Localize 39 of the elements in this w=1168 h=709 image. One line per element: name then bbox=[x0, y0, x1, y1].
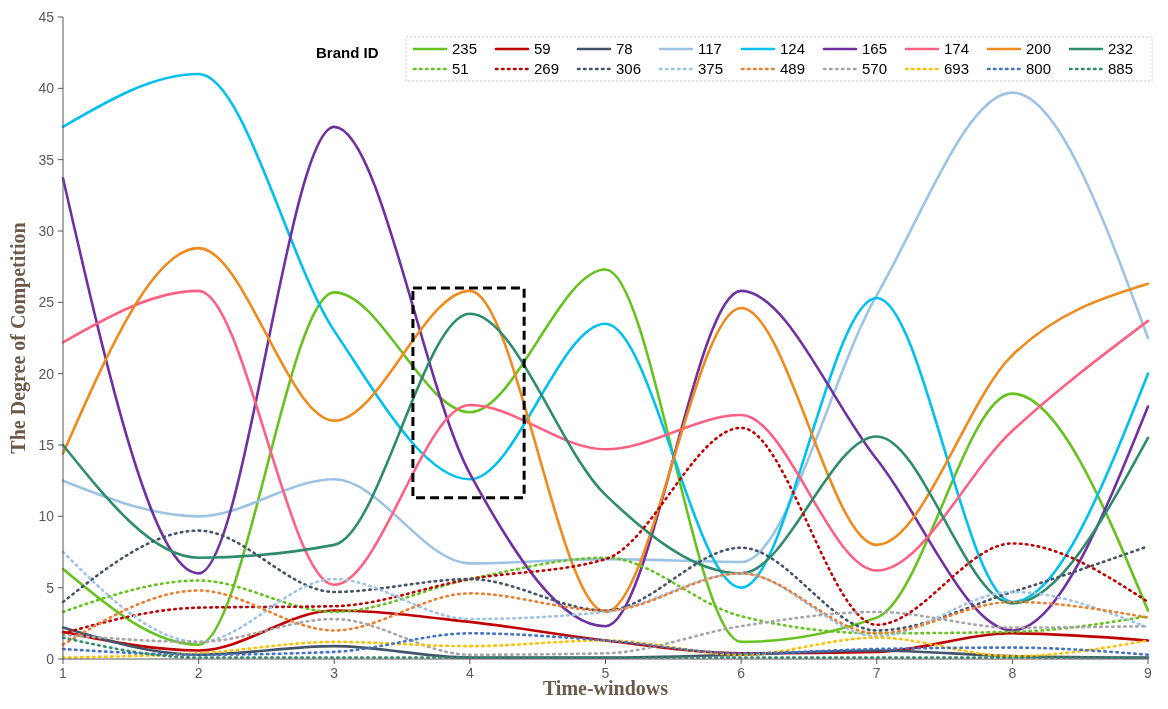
legend-label: 489 bbox=[780, 60, 806, 78]
y-tick-label: 0 bbox=[46, 650, 55, 667]
x-tick-label: 9 bbox=[1144, 665, 1153, 681]
legend-title: Brand ID bbox=[316, 44, 379, 61]
legend-label: 269 bbox=[534, 60, 560, 78]
y-axis-title: The Degree of Competition bbox=[7, 222, 30, 454]
y-tick-label: 30 bbox=[38, 222, 55, 239]
y-tick-label: 5 bbox=[46, 579, 55, 596]
legend-label: 885 bbox=[1108, 60, 1134, 78]
legend-label: 51 bbox=[452, 60, 469, 78]
y-tick-label: 35 bbox=[38, 151, 55, 168]
legend-label: 800 bbox=[1026, 60, 1052, 78]
x-tick-label: 1 bbox=[59, 665, 68, 681]
x-tick-label: 7 bbox=[872, 665, 881, 681]
legend-label: 375 bbox=[698, 60, 724, 78]
x-tick-label: 8 bbox=[1008, 665, 1017, 681]
x-tick-label: 4 bbox=[465, 665, 474, 681]
legend-label: 570 bbox=[862, 60, 888, 78]
x-tick-label: 3 bbox=[330, 665, 339, 681]
y-tick-label: 40 bbox=[38, 80, 55, 97]
legend-label: 200 bbox=[1026, 40, 1052, 58]
y-tick-label: 20 bbox=[38, 365, 55, 382]
y-tick-label: 25 bbox=[38, 294, 55, 311]
line-series bbox=[61, 572, 1150, 647]
legend-label: 59 bbox=[534, 40, 551, 58]
legend-label: 174 bbox=[944, 40, 970, 58]
legend-label: 306 bbox=[616, 60, 642, 78]
y-tick-label: 10 bbox=[38, 508, 55, 525]
x-tick-label: 2 bbox=[194, 665, 203, 681]
legend-label: 117 bbox=[698, 40, 722, 58]
legend-label: 235 bbox=[452, 40, 478, 58]
legend-label: 124 bbox=[780, 40, 806, 58]
legend-label: 693 bbox=[944, 60, 970, 78]
legend-label: 165 bbox=[862, 40, 888, 58]
y-tick-label: 45 bbox=[38, 8, 55, 25]
x-tick-label: 6 bbox=[737, 665, 746, 681]
legend-label: 78 bbox=[616, 40, 633, 58]
legend-label: 232 bbox=[1108, 40, 1134, 58]
y-tick-label: 15 bbox=[38, 436, 55, 453]
